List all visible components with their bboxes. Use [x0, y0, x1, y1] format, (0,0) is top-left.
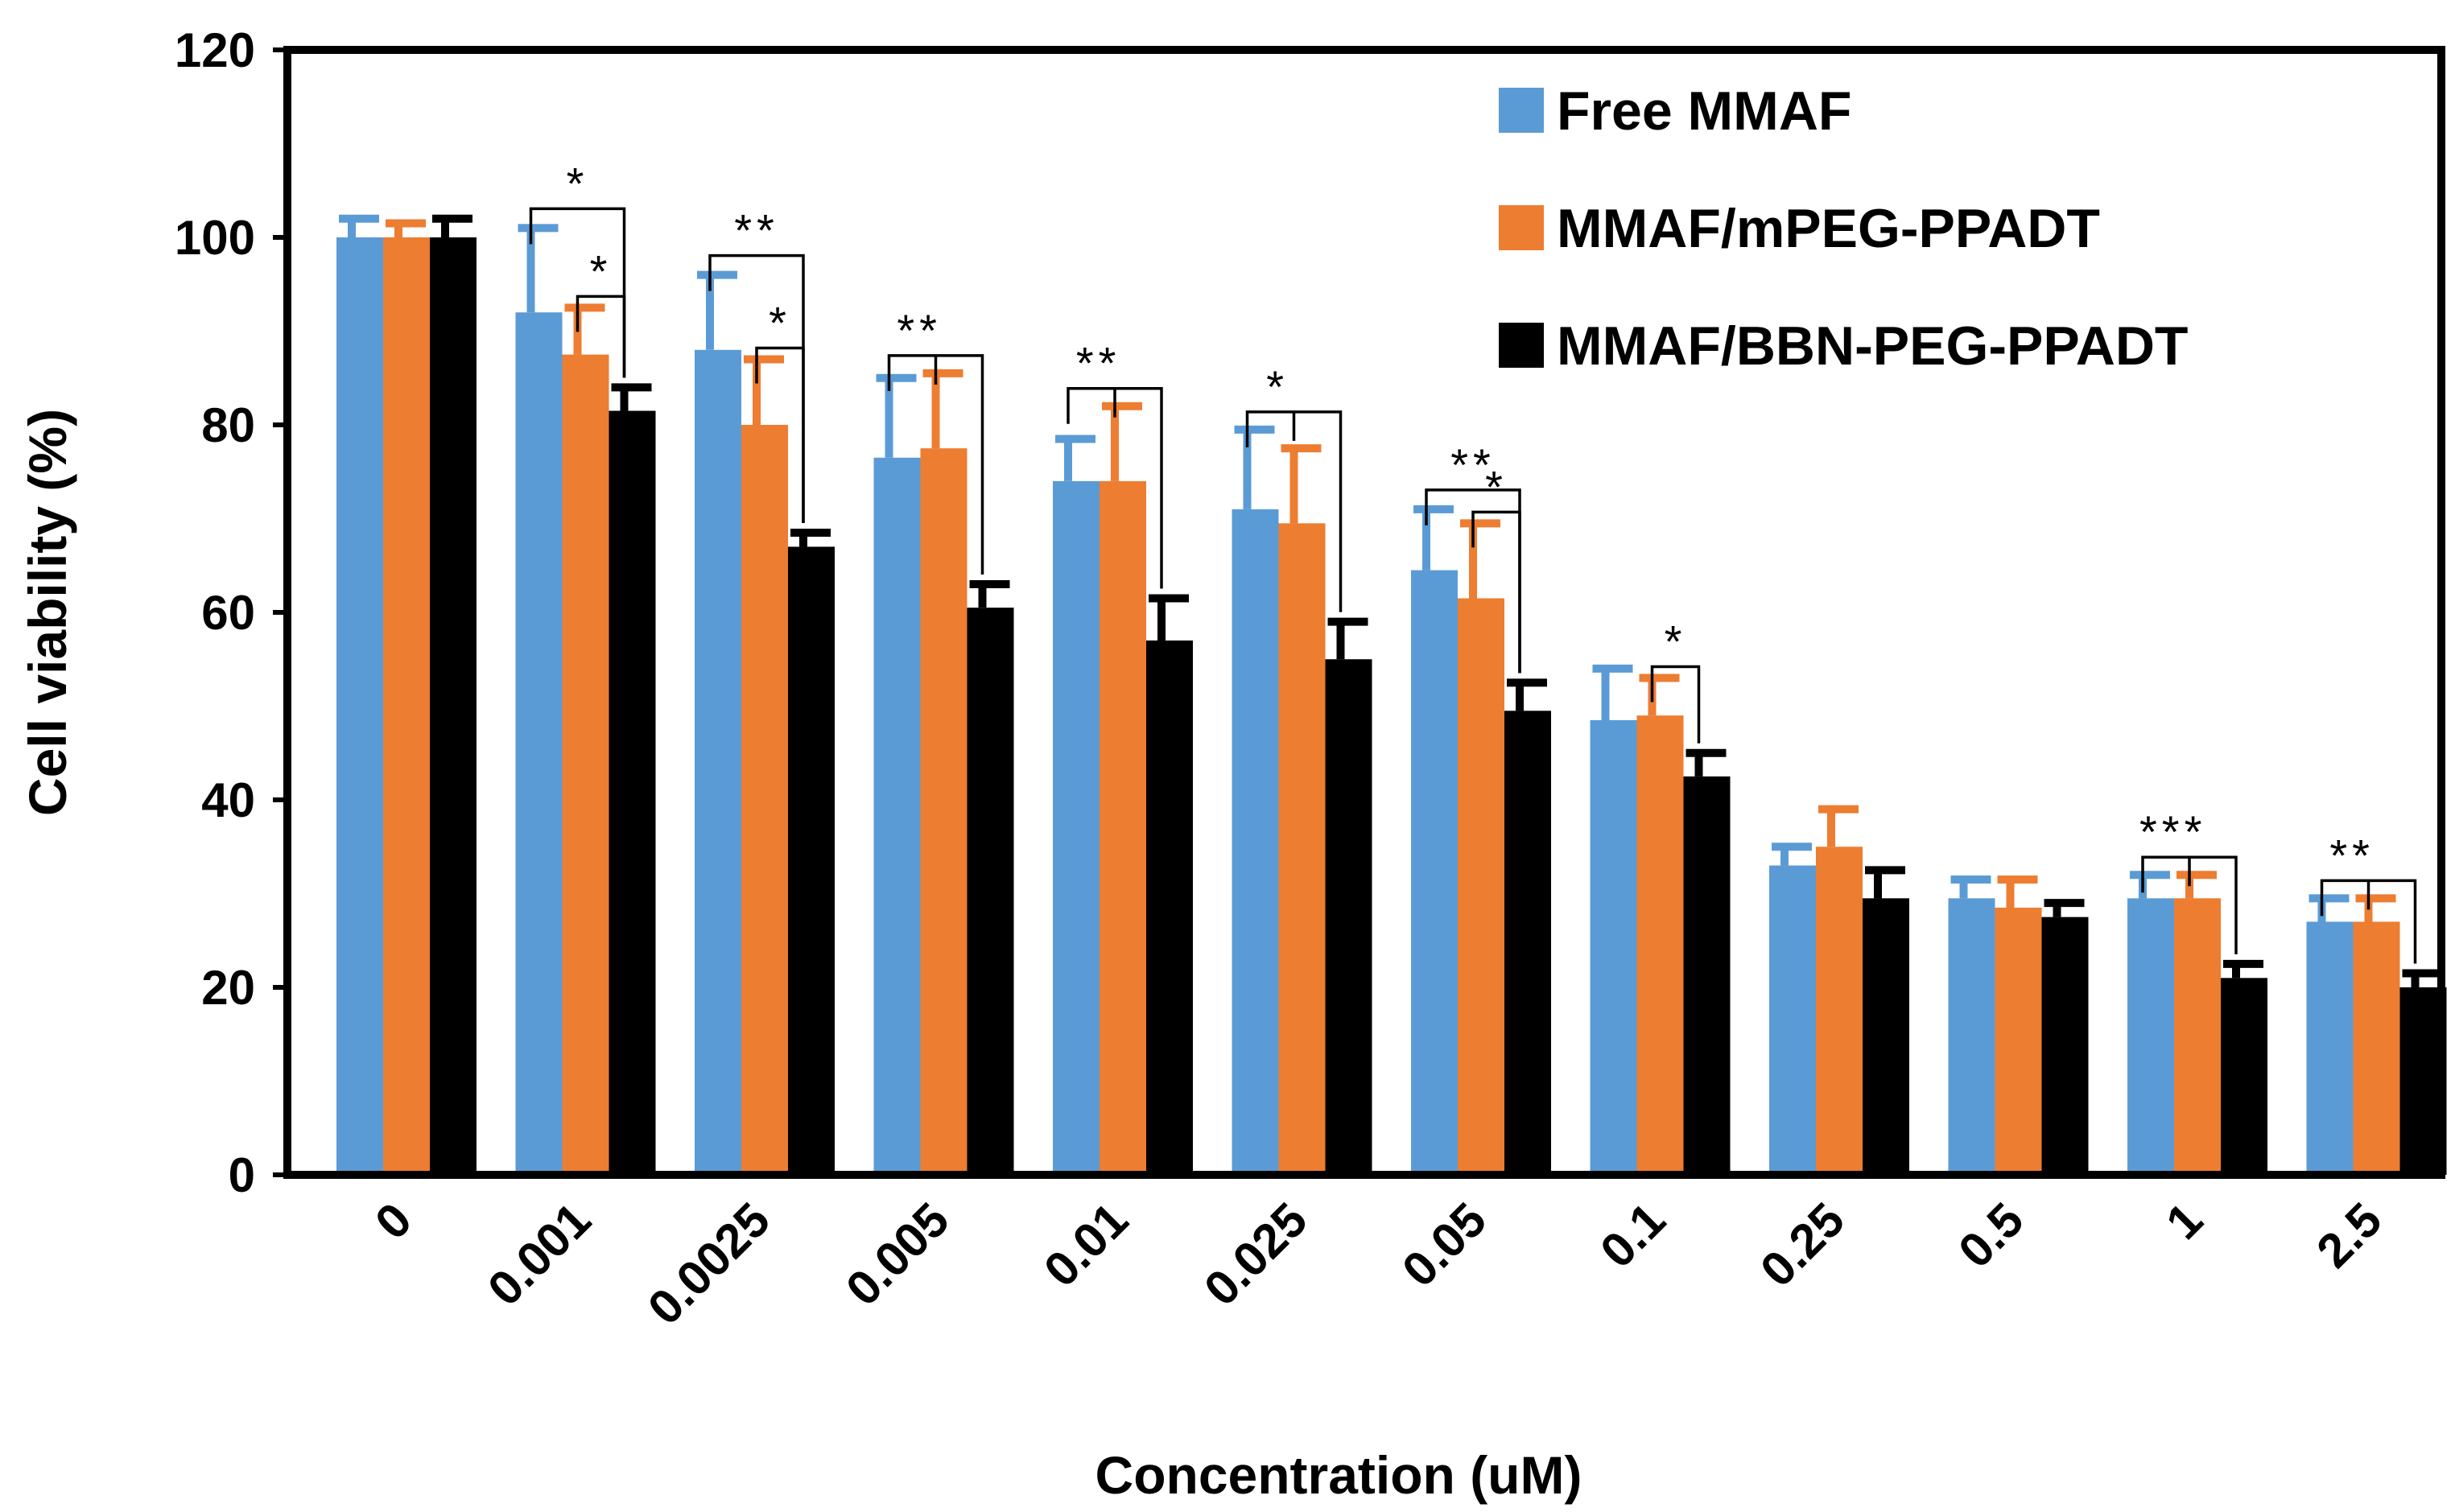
bar — [1100, 480, 1146, 1175]
bars-layer — [336, 237, 2447, 1176]
significance-bracket — [1650, 665, 1701, 744]
x-tick-label: 1 — [2156, 1193, 2213, 1250]
y-tick-label: 80 — [201, 398, 255, 452]
significance-label: ** — [1076, 338, 1121, 389]
x-tick-label: 0.05 — [1392, 1193, 1496, 1297]
significance-bracket — [1471, 510, 1521, 674]
bar — [1948, 898, 1995, 1175]
x-tick-label: 0.0025 — [637, 1193, 780, 1335]
significance-label: *** — [2139, 806, 2206, 857]
bar — [1590, 719, 1637, 1175]
bar — [515, 312, 563, 1176]
bar — [562, 354, 609, 1175]
x-tick-label: 0.025 — [1194, 1193, 1318, 1316]
significance-bracket — [887, 354, 984, 575]
legend-label: MMAF/BBN-PEG-PPADT — [1557, 315, 2188, 377]
bar — [2041, 917, 2089, 1175]
x-tick-label: 0 — [365, 1193, 422, 1250]
x-axis: 0 0.001 0.0025 0.005 0.01 0.025 0.05 0.1 0.25 0.5… — [365, 1193, 2391, 1335]
y-tick-label: 100 — [175, 211, 255, 265]
significance-label: * — [1266, 361, 1289, 412]
bar — [2174, 898, 2221, 1175]
bar — [1232, 509, 1279, 1175]
bar — [336, 237, 383, 1175]
bar — [695, 349, 741, 1175]
legend-swatch — [1499, 205, 1544, 250]
significance-label: ** — [2329, 830, 2375, 880]
legend-swatch — [1499, 323, 1544, 368]
bar — [1636, 715, 1684, 1175]
significance-bracket — [1067, 386, 1163, 589]
y-tick-label: 20 — [201, 961, 255, 1015]
bar — [1325, 659, 1372, 1175]
bar — [1278, 523, 1326, 1175]
significance-bracket — [1245, 410, 1343, 612]
bar — [967, 608, 1014, 1175]
bar — [1816, 847, 1863, 1175]
legend-label: MMAF/mPEG-PPADT — [1557, 198, 2100, 259]
bar — [1053, 480, 1100, 1175]
bar — [2306, 921, 2354, 1175]
significance-label: ** — [734, 205, 779, 256]
bar — [383, 237, 430, 1175]
y-tick-label: 60 — [201, 586, 255, 640]
bar — [1769, 865, 1816, 1175]
significance-label: * — [769, 297, 791, 348]
significance-bracket — [755, 346, 805, 523]
bar — [1683, 776, 1731, 1175]
x-tick-label: 2.5 — [2306, 1193, 2391, 1278]
x-tick-label: 0.5 — [1948, 1193, 2033, 1278]
x-tick-label: 0.005 — [836, 1193, 959, 1316]
bar — [920, 448, 968, 1175]
bar — [1411, 570, 1458, 1175]
significance-label: * — [567, 158, 589, 208]
bar — [430, 237, 477, 1175]
significance-bracket — [2141, 855, 2238, 954]
y-tick-label: 0 — [229, 1148, 255, 1202]
bar — [1146, 640, 1193, 1175]
legend-swatch — [1499, 88, 1544, 133]
legend-label: Free MMAF — [1557, 80, 1851, 142]
bar — [741, 425, 788, 1175]
significance-bracket — [576, 295, 626, 378]
y-tick-label: 120 — [175, 23, 255, 77]
legend: Free MMAF MMAF/mPEG-PPADT MMAF/BBN-PEG-PPA… — [1499, 80, 2188, 377]
bar — [2127, 898, 2174, 1175]
significance-layer: ******** **** ******* — [529, 158, 2417, 964]
significance-label: ** — [1450, 439, 1496, 490]
y-axis-title: Cell viability (%) — [18, 409, 77, 816]
bar — [1504, 711, 1551, 1175]
bar — [2221, 978, 2267, 1175]
bar — [2353, 921, 2400, 1175]
x-tick-label: 0.001 — [477, 1193, 601, 1316]
significance-label: * — [1665, 616, 1687, 667]
significance-bracket — [529, 207, 626, 378]
x-tick-label: 0.01 — [1034, 1193, 1138, 1297]
bar — [788, 546, 835, 1175]
bar — [1995, 907, 2042, 1175]
bar — [1863, 898, 1909, 1175]
significance-label: ** — [897, 305, 942, 356]
x-tick-label: 0.25 — [1750, 1193, 1855, 1297]
y-axis: 0 20 40 60 80 100 120 — [175, 23, 287, 1202]
y-tick-label: 40 — [201, 773, 255, 827]
bar — [873, 457, 921, 1175]
significance-label: * — [1485, 461, 1508, 512]
bar — [609, 410, 656, 1175]
bar — [1458, 598, 1504, 1175]
significance-label: * — [590, 245, 613, 296]
x-axis-title: Concentration (uM) — [1095, 1445, 1582, 1505]
significance-bracket — [2320, 879, 2417, 964]
x-tick-label: 0.1 — [1590, 1193, 1675, 1278]
